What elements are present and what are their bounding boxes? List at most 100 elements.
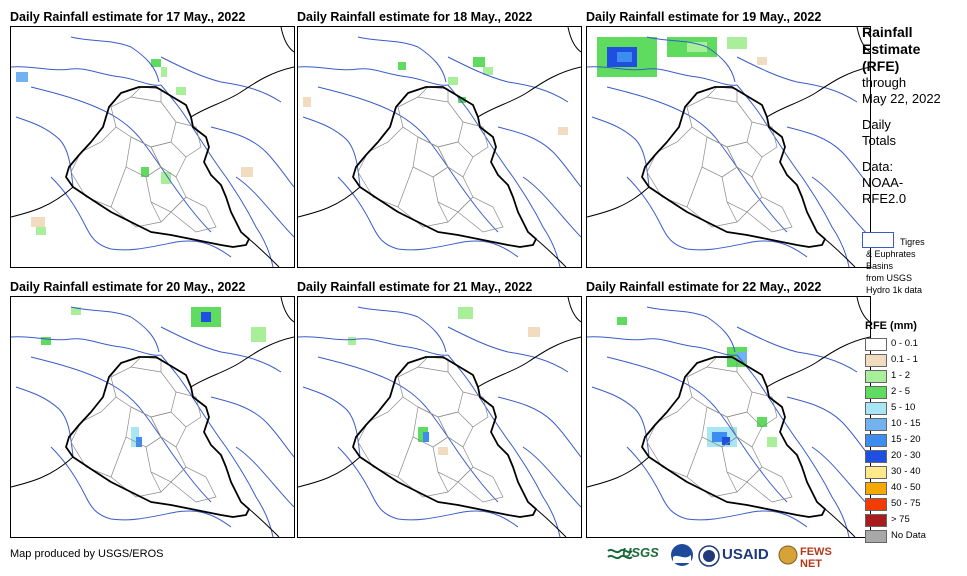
rainfall-map bbox=[297, 26, 582, 268]
rain-patch bbox=[31, 217, 45, 227]
rainfall-map-panel-22: Daily Rainfall estimate for 22 May., 202… bbox=[586, 278, 871, 540]
rain-patch bbox=[303, 97, 311, 107]
rain-patch bbox=[71, 307, 81, 315]
rainfall-map bbox=[10, 296, 295, 538]
usaid-logo: USAID bbox=[698, 543, 778, 569]
rfe-legend-item: 0.1 - 1 bbox=[865, 354, 965, 368]
rfe-label: 10 - 15 bbox=[891, 418, 921, 429]
legend-source-2: RFE2.0 bbox=[862, 191, 907, 206]
noaa-logo bbox=[670, 543, 694, 569]
rainfall-map bbox=[297, 296, 582, 538]
rain-patch bbox=[16, 72, 28, 82]
rfe-legend-item: 15 - 20 bbox=[865, 434, 965, 448]
rfe-swatch bbox=[865, 530, 887, 543]
rfe-legend-item: > 75 bbox=[865, 514, 965, 528]
map-graphic bbox=[298, 297, 581, 537]
rfe-legend-item: No Data bbox=[865, 530, 965, 544]
rain-patch bbox=[458, 307, 473, 319]
rainfall-map-panel-19: Daily Rainfall estimate for 19 May., 202… bbox=[586, 8, 871, 270]
rain-patch bbox=[687, 42, 707, 52]
rfe-swatch bbox=[865, 482, 887, 495]
rain-patch bbox=[767, 437, 777, 447]
rfe-legend-title: RFE (mm) bbox=[865, 320, 917, 332]
panel-title: Daily Rainfall estimate for 19 May., 202… bbox=[586, 10, 822, 24]
panel-title: Daily Rainfall estimate for 17 May., 202… bbox=[10, 10, 246, 24]
rain-patch bbox=[241, 167, 253, 177]
rfe-swatch bbox=[865, 498, 887, 511]
usgs-logo: USGS bbox=[606, 543, 666, 569]
rain-patch bbox=[151, 59, 161, 67]
basin-legend-text: Tigres & Euphrates Basins from USGS Hydr… bbox=[866, 236, 962, 296]
map-graphic bbox=[11, 297, 294, 537]
map-graphic bbox=[587, 27, 870, 267]
legend-data-label: Data: bbox=[862, 159, 894, 174]
basin-swatch bbox=[862, 232, 894, 248]
rfe-label: 2 - 5 bbox=[891, 386, 911, 397]
basin-line-1: Tigres bbox=[900, 237, 925, 247]
rain-patch bbox=[176, 87, 186, 95]
map-graphic bbox=[11, 27, 294, 267]
rain-patch bbox=[712, 432, 727, 442]
legend-through: through bbox=[862, 75, 907, 90]
rfe-label: > 75 bbox=[891, 514, 910, 525]
rain-patch bbox=[161, 172, 171, 184]
rfe-swatch bbox=[865, 418, 887, 431]
map-graphic bbox=[298, 27, 581, 267]
rain-patch bbox=[398, 62, 406, 70]
rain-patch bbox=[141, 167, 149, 177]
rain-patch bbox=[131, 427, 139, 447]
rfe-swatch bbox=[865, 354, 887, 367]
rfe-label: 50 - 75 bbox=[891, 498, 921, 509]
rfe-label: 5 - 10 bbox=[891, 402, 916, 413]
rainfall-map bbox=[586, 296, 871, 538]
rfe-swatch bbox=[865, 434, 887, 447]
map-credit: Map produced by USGS/EROS bbox=[10, 548, 164, 560]
fews-net-logo: FEWS NET bbox=[778, 543, 856, 570]
rain-patch bbox=[757, 417, 767, 427]
rainfall-map bbox=[586, 26, 871, 268]
rfe-swatch bbox=[865, 386, 887, 399]
rain-patch bbox=[251, 327, 266, 342]
rfe-label: 1 - 2 bbox=[891, 370, 911, 381]
legend-source-1: NOAA- bbox=[862, 175, 904, 190]
rain-patch bbox=[757, 57, 767, 65]
rain-patch bbox=[737, 352, 747, 362]
rain-patch bbox=[483, 67, 493, 75]
rfe-legend-item: 30 - 40 bbox=[865, 466, 965, 480]
rain-patch bbox=[722, 437, 730, 445]
legend-date: May 22, 2022 bbox=[862, 91, 941, 106]
rfe-label: 30 - 40 bbox=[891, 466, 921, 477]
rain-patch bbox=[136, 437, 142, 447]
basin-line-3: Basins bbox=[866, 261, 894, 271]
rainfall-map bbox=[10, 26, 295, 268]
rain-patch bbox=[161, 67, 167, 77]
rfe-swatch bbox=[865, 370, 887, 383]
panel-title: Daily Rainfall estimate for 22 May., 202… bbox=[586, 280, 822, 294]
rain-patch bbox=[617, 52, 632, 62]
rain-patch bbox=[348, 337, 356, 345]
basin-line-5: Hydro 1k data bbox=[866, 285, 923, 295]
rain-patch bbox=[458, 97, 466, 103]
rainfall-map-panel-21: Daily Rainfall estimate for 21 May., 202… bbox=[297, 278, 582, 540]
rfe-label: 20 - 30 bbox=[891, 450, 921, 461]
legend-title-2: Estimate bbox=[862, 41, 921, 57]
legend-daily: Daily bbox=[862, 117, 891, 132]
rainfall-map-panel-20: Daily Rainfall estimate for 20 May., 202… bbox=[10, 278, 295, 540]
rainfall-map-panel-17: Daily Rainfall estimate for 17 May., 202… bbox=[10, 8, 295, 270]
rain-patch bbox=[727, 37, 747, 49]
rain-patch bbox=[423, 432, 429, 442]
panel-title: Daily Rainfall estimate for 18 May., 202… bbox=[297, 10, 533, 24]
rfe-swatch bbox=[865, 338, 887, 351]
rfe-legend-item: 2 - 5 bbox=[865, 386, 965, 400]
rain-patch bbox=[41, 337, 51, 345]
rfe-legend-item: 5 - 10 bbox=[865, 402, 965, 416]
basin-line-2: & Euphrates bbox=[866, 249, 916, 259]
rfe-label: 15 - 20 bbox=[891, 434, 921, 445]
basin-line-4: from USGS bbox=[866, 273, 913, 283]
rfe-swatch bbox=[865, 466, 887, 479]
agency-logos: USGS USAID FEWS NET bbox=[606, 543, 856, 570]
rain-patch bbox=[36, 227, 46, 235]
rain-patch bbox=[438, 447, 448, 455]
rain-patch bbox=[617, 317, 627, 325]
rfe-legend-item: 1 - 2 bbox=[865, 370, 965, 384]
